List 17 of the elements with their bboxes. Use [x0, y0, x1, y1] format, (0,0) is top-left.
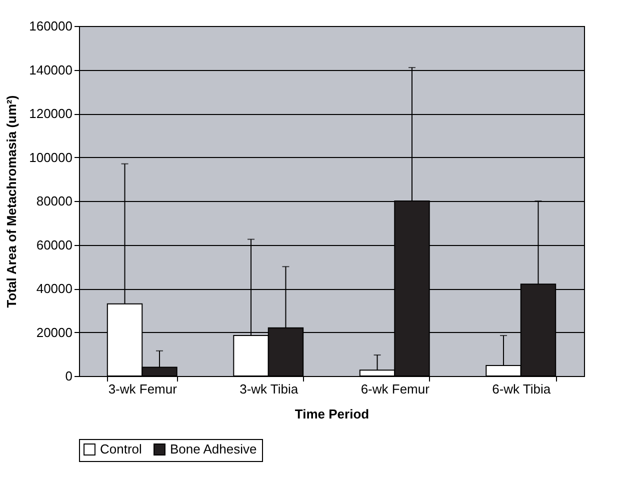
y-axis-title: Total Area of Metachromasia (um²) — [4, 95, 20, 308]
y-tick-label: 160000 — [29, 18, 72, 34]
y-tick-label: 0 — [65, 368, 72, 384]
x-tick-label: 6-wk Femur — [360, 382, 430, 396]
legend-label: Control — [100, 442, 142, 457]
x-tick-label: 3-wk Femur — [108, 382, 178, 396]
x-tick-label: 3-wk Tibia — [240, 382, 299, 396]
y-tick-label: 40000 — [36, 281, 72, 296]
x-axis-title: Time Period — [294, 406, 370, 422]
y-tick-label: 60000 — [36, 237, 72, 252]
x-tick-label: 6-wk Tibia — [492, 382, 552, 396]
y-tick-label: 20000 — [36, 324, 72, 340]
legend-label: Bone Adhesive — [170, 442, 257, 457]
y-tick-label: 80000 — [36, 194, 72, 208]
y-tick-label: 120000 — [29, 106, 72, 121]
y-tick-label: 100000 — [29, 150, 72, 165]
y-tick-label: 140000 — [29, 62, 72, 78]
